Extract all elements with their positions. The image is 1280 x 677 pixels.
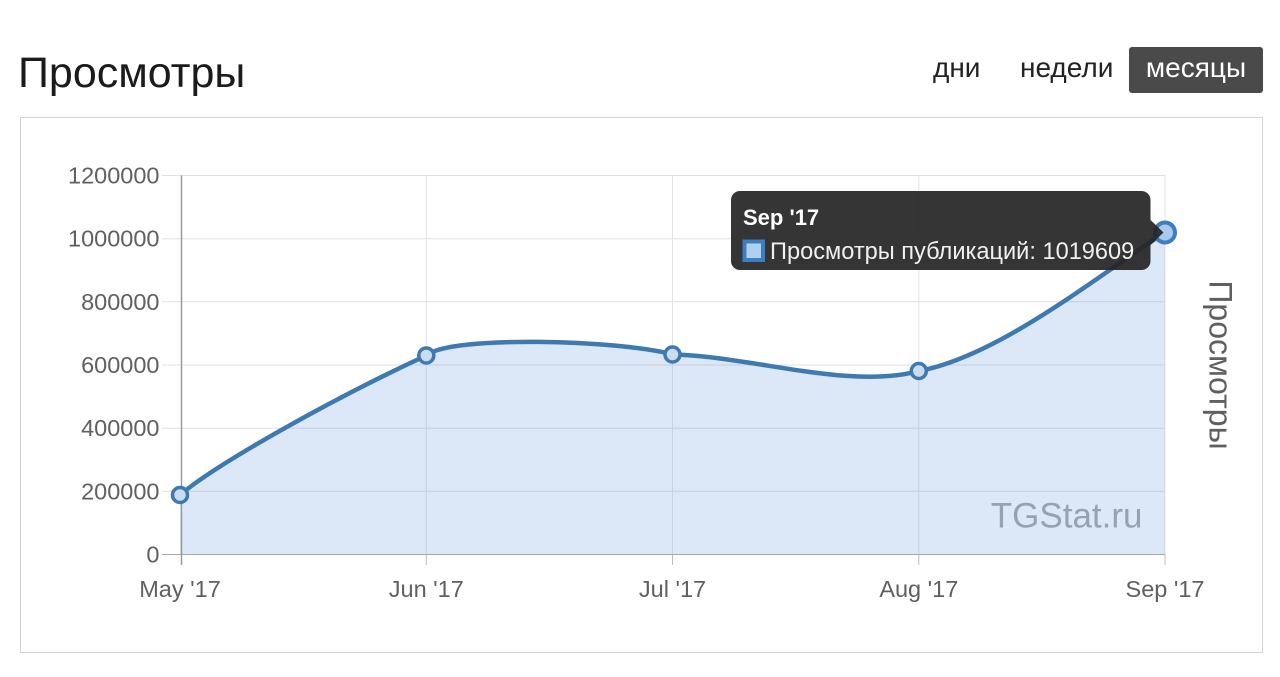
svg-text:0: 0 [146,542,159,568]
svg-text:Просмотры: Просмотры [1203,280,1239,449]
svg-text:800000: 800000 [81,289,159,315]
svg-text:200000: 200000 [81,478,159,504]
svg-text:600000: 600000 [81,352,159,378]
svg-text:1000000: 1000000 [68,226,160,252]
svg-text:Просмотры публикаций: 1019609: Просмотры публикаций: 1019609 [770,239,1134,265]
svg-text:May '17: May '17 [139,576,221,602]
svg-text:Jul '17: Jul '17 [639,576,706,602]
svg-text:TGStat.ru: TGStat.ru [991,497,1143,536]
svg-text:Aug '17: Aug '17 [879,576,958,602]
svg-text:Sep '17: Sep '17 [1126,576,1205,602]
svg-text:Jun '17: Jun '17 [389,576,464,602]
svg-text:Sep '17: Sep '17 [743,205,819,230]
svg-text:1200000: 1200000 [68,163,160,189]
svg-text:400000: 400000 [81,415,159,441]
